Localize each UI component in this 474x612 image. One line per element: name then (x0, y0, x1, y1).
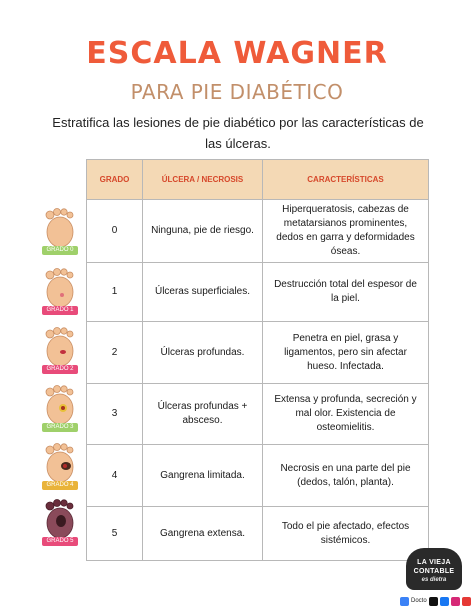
foot-label: GRADO 3 (42, 423, 78, 432)
brand-logo: LA VIEJA CONTABLE es dietra (406, 548, 462, 590)
logo-line-3: es dietra (421, 577, 447, 583)
foot-icon (45, 385, 74, 425)
table-row: 3 Úlceras profundas + absceso. Extensa y… (86, 383, 429, 445)
foot-icon (45, 499, 74, 539)
features-cell: Destrucción total del espesor de la piel… (262, 262, 429, 322)
table-row: 0 Ninguna, pie de riesgo. Hiperqueratosi… (86, 199, 429, 263)
facebook-icon[interactable] (439, 596, 449, 606)
foot-icon (45, 327, 74, 367)
social-bar: Docto (400, 594, 472, 608)
foot-label: GRADO 2 (42, 365, 78, 374)
foot-icon (45, 268, 74, 308)
foot-grade-0: GRADO 0 (38, 205, 84, 257)
youtube-icon[interactable] (461, 596, 471, 606)
grade-cell: 4 (86, 444, 143, 507)
lesion-cell: Úlceras profundas. (142, 321, 263, 384)
foot-label: GRADO 1 (42, 306, 78, 315)
features-cell: Extensa y profunda, secreción y mal olor… (262, 383, 429, 445)
tiktok-icon[interactable] (428, 596, 438, 606)
wagner-table: GRADO ÚLCERA / NECROSIS CARACTERÍSTICAS … (86, 159, 429, 561)
page-subtitle: PARA PIE DIABÉTICO (130, 80, 344, 104)
foot-label: GRADO 0 (42, 246, 78, 255)
table-row: 4 Gangrena limitada. Necrosis en una par… (86, 444, 429, 507)
instagram-icon[interactable] (450, 596, 460, 606)
foot-grade-4: GRADO 4 (38, 440, 84, 492)
page-title: ESCALA WAGNER (86, 36, 388, 71)
foot-grade-3: GRADO 3 (38, 382, 84, 434)
features-cell: Todo el pie afectado, efectos sistémicos… (262, 506, 429, 561)
header-ulcera: ÚLCERA / NECROSIS (142, 159, 263, 200)
intro-text: Estratifica las lesiones de pie diabétic… (52, 115, 424, 151)
lesion-cell: Úlceras profundas + absceso. (142, 383, 263, 445)
foot-label: GRADO 5 (42, 537, 78, 546)
lesion-cell: Ninguna, pie de riesgo. (142, 199, 263, 263)
table-row: 2 Úlceras profundas. Penetra en piel, gr… (86, 321, 429, 384)
grade-cell: 1 (86, 262, 143, 322)
header-caracteristicas: CARACTERÍSTICAS (262, 159, 429, 200)
foot-label: GRADO 4 (42, 481, 78, 490)
features-cell: Penetra en piel, grasa y ligamentos, per… (262, 321, 429, 384)
lesion-cell: Gangrena limitada. (142, 444, 263, 507)
foot-grade-1: GRADO 1 (38, 265, 84, 317)
header-grado: GRADO (86, 159, 143, 200)
features-cell: Hiperqueratosis, cabezas de metatarsiano… (262, 199, 429, 263)
grade-cell: 2 (86, 321, 143, 384)
foot-icon (45, 208, 74, 248)
lesion-cell: Úlceras superficiales. (142, 262, 263, 322)
grade-cell: 5 (86, 506, 143, 561)
foot-grade-5: GRADO 5 (38, 496, 84, 548)
docto-icon (400, 596, 409, 606)
foot-grade-2: GRADO 2 (38, 324, 84, 376)
foot-icon (45, 443, 74, 483)
table-row: 1 Úlceras superficiales. Destrucción tot… (86, 262, 429, 322)
lesion-cell: Gangrena extensa. (142, 506, 263, 561)
grade-cell: 3 (86, 383, 143, 445)
features-cell: Necrosis en una parte del pie (dedos, ta… (262, 444, 429, 507)
logo-line-1: LA VIEJA (417, 559, 451, 566)
table-header-row: GRADO ÚLCERA / NECROSIS CARACTERÍSTICAS (86, 159, 429, 200)
docto-label: Docto (411, 598, 427, 604)
grade-cell: 0 (86, 199, 143, 263)
logo-line-2: CONTABLE (413, 568, 455, 575)
table-row: 5 Gangrena extensa. Todo el pie afectado… (86, 506, 429, 561)
